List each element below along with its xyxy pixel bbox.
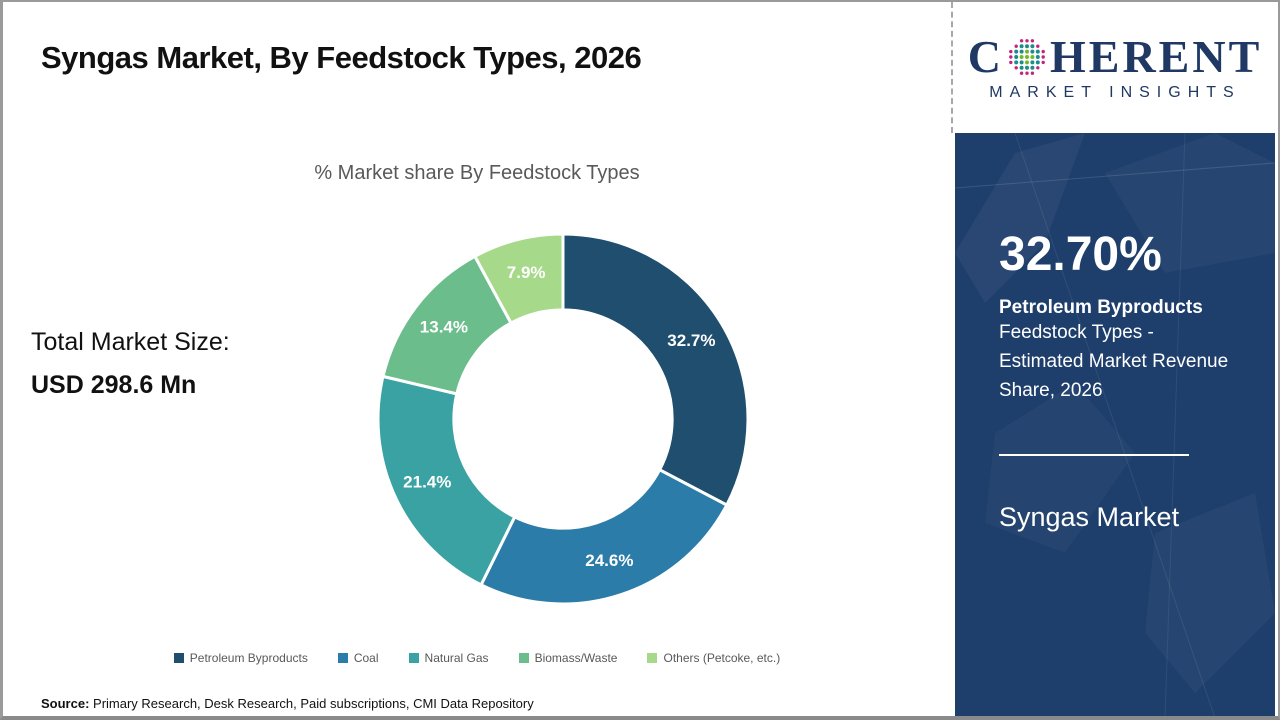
page-title: Syngas Market, By Feedstock Types, 2026: [41, 40, 642, 75]
logo-dot: [1041, 60, 1045, 64]
logo-dot: [1019, 49, 1024, 54]
logo-dot: [1030, 71, 1035, 75]
logo-dot: [1019, 54, 1024, 59]
donut-slice: [472, 232, 565, 326]
logo-dot: [1014, 59, 1019, 64]
logo-dot: [1019, 59, 1024, 64]
logo-dot: [1030, 38, 1035, 42]
legend-swatch: [647, 653, 658, 663]
legend-swatch: [518, 653, 529, 663]
logo-dot: [1030, 59, 1035, 64]
chart-legend: Petroleum Byproducts Coal Natural Gas Bioma…: [3, 651, 951, 665]
logo-dot: [1030, 43, 1035, 48]
logo-dot: [1014, 65, 1018, 69]
donut-slice: [376, 374, 517, 587]
slice-label: 21.4%: [403, 472, 451, 491]
market-name: Syngas Market: [999, 501, 1180, 532]
legend-swatch: [408, 653, 419, 663]
highlight-panel: 32.70% Petroleum Byproducts Feedstock Ty…: [955, 133, 1275, 716]
logo-subtitle: MARKET INSIGHTS: [989, 83, 1241, 101]
legend-item: Coal: [337, 651, 379, 665]
legend-label: Natural Gas: [424, 651, 489, 665]
brand-logo: C HERENT MARKET INSIGHTS: [955, 2, 1275, 133]
legend-label: Others (Petcoke, etc.): [663, 651, 781, 665]
legend-item: Petroleum Byproducts: [173, 651, 308, 665]
logo-dot: [1041, 54, 1045, 59]
logo-word-herent: HERENT: [1049, 30, 1263, 82]
slice-label: 7.9%: [507, 263, 546, 282]
logo-dot: [1019, 38, 1024, 42]
legend-label: Biomass/Waste: [534, 651, 618, 665]
logo-dot: [1030, 49, 1035, 54]
logo-dot: [1009, 49, 1013, 53]
logo-dot: [1036, 65, 1040, 69]
logo-dot: [1035, 54, 1040, 59]
logo-dot: [1009, 60, 1013, 64]
donut-slice: [479, 467, 729, 606]
source-note: Source: Primary Research, Desk Research,…: [41, 696, 534, 711]
logo-globe-icon: [1009, 38, 1045, 75]
total-market-size-label: Total Market Size:: [31, 328, 230, 356]
logo-dot: [1030, 54, 1035, 59]
dashed-divider: [951, 2, 953, 133]
legend-item: Others (Petcoke, etc.): [647, 651, 780, 665]
logo-dot: [1019, 65, 1024, 70]
logo-dot: [1019, 43, 1024, 48]
logo-dot: [1035, 49, 1040, 54]
chart-subtitle: % Market share By Feedstock Types: [314, 162, 640, 184]
map-texture: [955, 133, 1275, 716]
logo-dot: [1024, 54, 1029, 59]
logo-dot: [1035, 59, 1040, 64]
stat-description: Feedstock Types - Estimated Market Reven…: [999, 322, 1229, 401]
donut-slice: [561, 232, 750, 508]
legend-swatch: [173, 653, 184, 663]
logo-letter-c: C: [967, 30, 1004, 82]
legend-item: Natural Gas: [408, 651, 489, 665]
logo-dot: [1009, 54, 1013, 59]
source-text: Primary Research, Desk Research, Paid su…: [89, 696, 534, 711]
stat-category: Petroleum Byproducts: [999, 297, 1203, 318]
legend-label: Coal: [353, 651, 379, 665]
logo-dot: [1019, 71, 1024, 75]
logo-dot: [1024, 59, 1029, 64]
logo-dot: [1024, 65, 1029, 70]
source-label: Source:: [41, 696, 90, 711]
logo-dot: [1024, 43, 1029, 48]
highlight-content: 32.70% Petroleum Byproducts Feedstock Ty…: [955, 133, 1275, 533]
slice-label: 32.7%: [667, 331, 715, 350]
total-market-size-block: Total Market Size: USD 298.6 Mn: [31, 328, 230, 400]
logo-wordmark: C HERENT: [967, 30, 1263, 82]
total-market-size-value: USD 298.6 Mn: [31, 371, 197, 399]
logo-dot: [1014, 49, 1019, 54]
legend-swatch: [337, 653, 348, 663]
slice-label: 13.4%: [420, 317, 468, 336]
logo-dot: [1036, 44, 1040, 48]
logo-dot: [1041, 49, 1045, 53]
logo-dot: [1024, 49, 1029, 54]
slice-label: 24.6%: [585, 551, 633, 570]
logo-dot: [1014, 54, 1019, 59]
stat-value: 32.70%: [999, 228, 1162, 281]
logo-dot: [1014, 44, 1018, 48]
legend-label: Petroleum Byproducts: [189, 651, 308, 665]
logo-dot: [1025, 71, 1029, 75]
panel-divider: [999, 453, 1189, 456]
logo-dot: [1025, 38, 1029, 42]
legend-item: Biomass/Waste: [518, 651, 618, 665]
donut-chart: 32.7% 24.6% 21.4% 13.4% 7.9%: [376, 232, 750, 606]
logo-dot: [1030, 65, 1035, 70]
